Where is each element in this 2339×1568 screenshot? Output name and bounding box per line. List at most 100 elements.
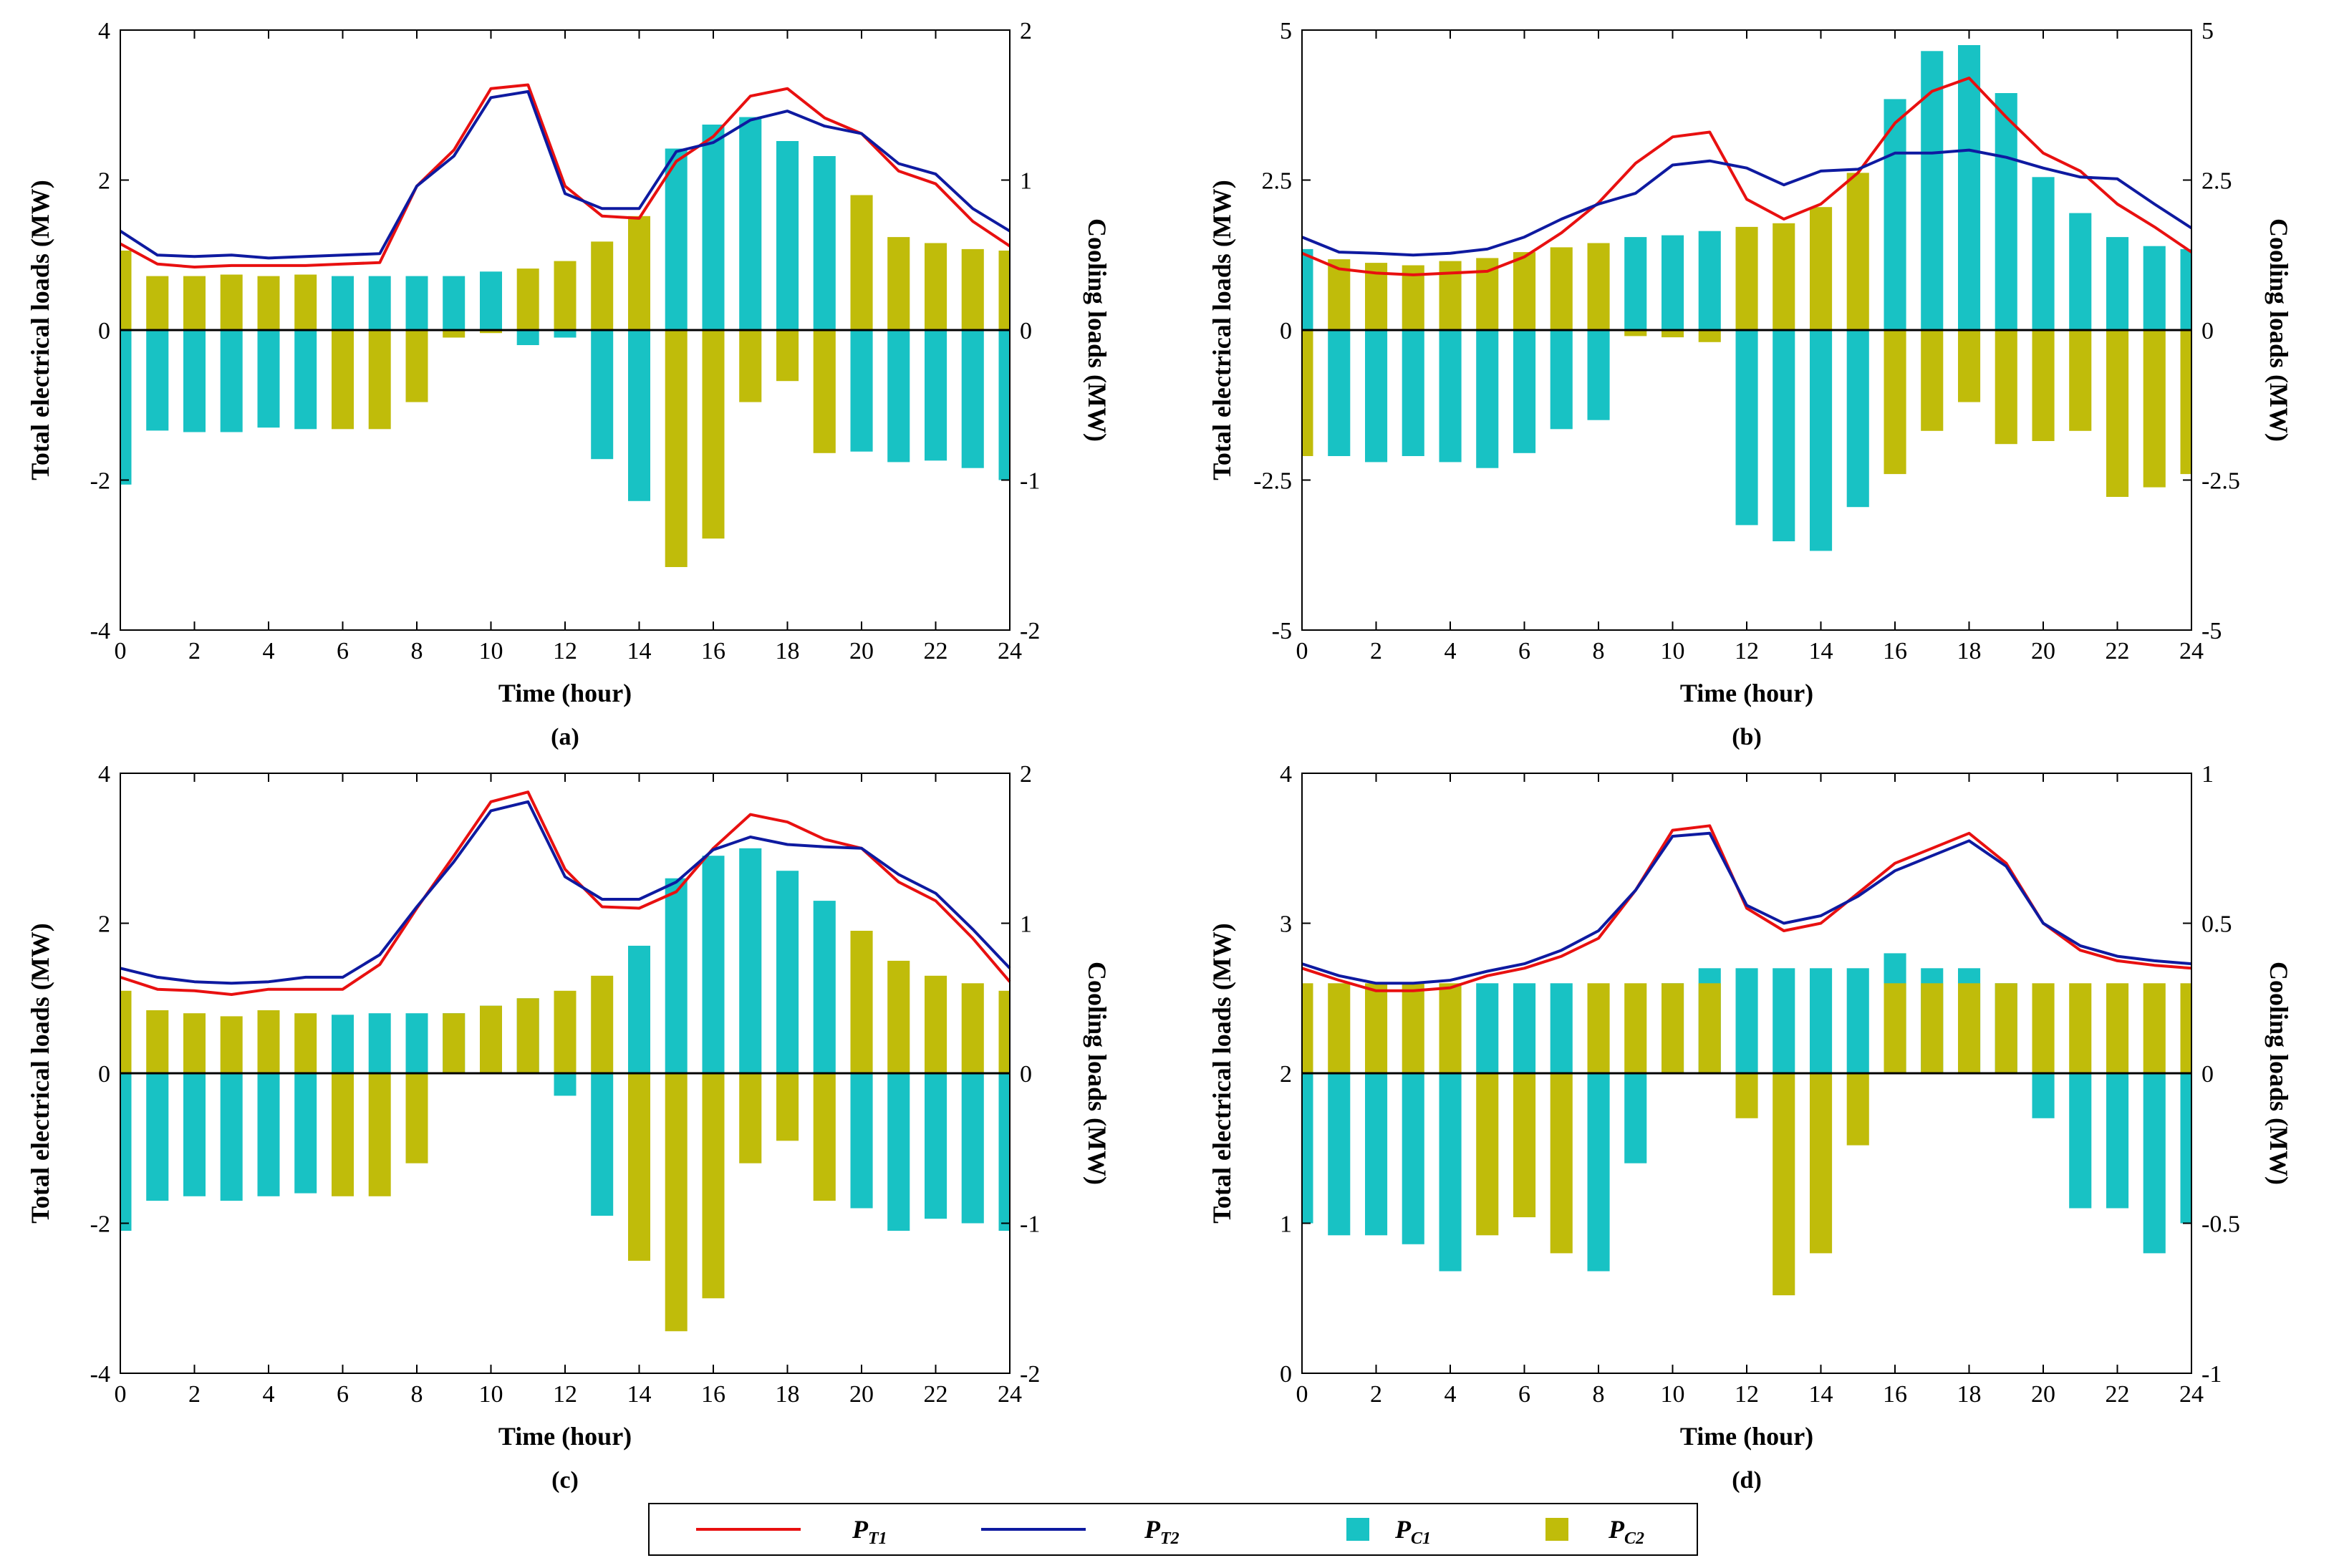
bar-pc2-b [1513,252,1536,330]
bar-pc1-c [961,1073,984,1224]
x-tick-label-a: 20 [849,638,874,664]
bar-pc2-b [1846,173,1869,330]
line-pt2-a [119,89,1011,260]
x-tick-label-a: 10 [479,638,503,664]
bar-pc1-d [1365,1073,1388,1236]
bar-pc2-b [1302,330,1313,456]
bar-pc1-c [591,1073,614,1216]
y-left-tick-label-c: 2 [98,911,110,938]
bar-pc2-d [1513,1073,1536,1218]
bar-pc2-d [1302,983,1313,1073]
bar-pc1-d [1846,968,1869,1073]
legend: PT1 PT2 PC1 PC2 [648,1503,1698,1556]
x-axis-label-a: Time (hour) [498,679,632,707]
bar-pc2-d [2106,983,2129,1073]
x-tick-label-a: 16 [701,638,725,664]
bar-pc1-a [591,330,614,460]
bar-pc1-a [443,276,466,330]
bar-pc2-c [368,1073,391,1196]
x-tick-label-b: 4 [1445,638,1457,664]
bar-pc1-b [1884,99,1906,330]
bar-pc1-a [368,276,391,330]
bar-pc2-a [368,330,391,430]
y-right-tick-label-d: -0.5 [2201,1211,2240,1238]
bar-pc2-a [591,241,614,330]
x-tick-label-b: 6 [1518,638,1530,664]
bar-pc1-b [1810,330,1833,551]
bar-pc2-a [120,251,132,330]
bar-pc2-b [2032,330,2055,441]
x-tick-label-d: 8 [1593,1381,1605,1408]
bar-pc2-d [1587,983,1610,1073]
bar-pc1-c [554,1073,577,1096]
x-tick-label-a: 6 [337,638,349,664]
x-axis-label-d: Time (hour) [1680,1422,1813,1451]
bar-pc2-c [220,1016,243,1073]
x-tick-label-d: 22 [2106,1381,2130,1408]
bar-pc2-c [961,983,984,1073]
bar-pc2-d [2032,983,2055,1073]
x-tick-label-a: 8 [411,638,423,664]
y-left-tick-label-a: 2 [98,168,110,195]
bar-pc1-a [665,148,688,330]
bar-pc2-c [516,998,539,1074]
y-right-tick-label-c: 0 [1020,1061,1032,1088]
bar-pc2-a [480,330,502,334]
bar-pc2-a [220,274,243,330]
bar-pc1-b [1476,330,1499,468]
x-tick-label-a: 18 [776,638,800,664]
y-right-tick-label-c: 1 [1020,911,1032,938]
legend-label-pc1: PC1 [1394,1515,1431,1548]
x-axis-label-c: Time (hour) [498,1422,632,1451]
bar-pc2-d [1365,983,1388,1073]
x-tick-label-c: 24 [998,1381,1022,1408]
bar-pc2-d [1439,983,1462,1073]
bar-pc2-b [2069,330,2092,431]
bar-pc2-c [702,1073,725,1299]
panel-caption-b: (b) [1732,724,1762,750]
legend-swatch-pc2 [1545,1518,1568,1541]
y-right-tick-label-d: 0 [2201,1061,2214,1088]
x-tick-label-a: 24 [998,638,1022,664]
x-tick-label-a: 2 [188,638,201,664]
x-tick-label-d: 20 [2031,1381,2055,1408]
bar-pc1-a [220,330,243,432]
x-axis-label-b: Time (hour) [1680,679,1813,707]
bar-pc2-d [1773,1073,1795,1296]
bar-pc1-c [925,1073,947,1219]
y-left-tick-label-d: 4 [1280,761,1292,788]
bar-pc1-a [480,271,502,330]
panel-caption-c: (c) [551,1467,579,1494]
x-tick-label-d: 0 [1296,1381,1308,1408]
bar-pc1-d [2180,1073,2191,1224]
bar-pc1-a [516,330,539,345]
bar-pc2-a [850,195,873,330]
bar-pc2-d [1810,1073,1833,1254]
bar-pc2-c [554,990,577,1073]
bar-pc2-c [405,1073,428,1163]
bar-pc1-c [294,1073,317,1194]
x-tick-label-c: 12 [553,1381,577,1408]
bar-pc1-a [628,330,650,501]
bar-pc2-a [998,251,1010,330]
x-tick-label-d: 2 [1370,1381,1382,1408]
line-pt1-a [120,83,1011,268]
bar-pc1-c [628,945,650,1073]
x-tick-label-b: 8 [1593,638,1605,664]
bar-pc1-a [294,330,317,430]
x-tick-label-c: 18 [776,1381,800,1408]
bar-pc1-b [1846,330,1869,508]
panel-c: 0 2 4 6 8 10 12 14 16 18 20 22 24-4-2024-2-1012Time … [26,761,1111,1494]
bar-pc1-d [1402,1073,1424,1244]
bar-pc2-b [1810,207,1833,330]
y-right-tick-label-d: -1 [2201,1361,2222,1388]
y-left-tick-label-d: 2 [1280,1061,1292,1088]
bar-pc1-d [1513,983,1536,1073]
y-left-axis-label-c: Total electrical loads (MW) [26,923,54,1224]
bar-pc1-d [1302,1073,1313,1224]
x-tick-label-c: 10 [479,1381,503,1408]
x-tick-label-c: 8 [411,1381,423,1408]
y-right-tick-label-b: 0 [2201,318,2214,344]
bar-pc1-a [702,125,725,330]
bar-pc1-b [2180,248,2191,330]
